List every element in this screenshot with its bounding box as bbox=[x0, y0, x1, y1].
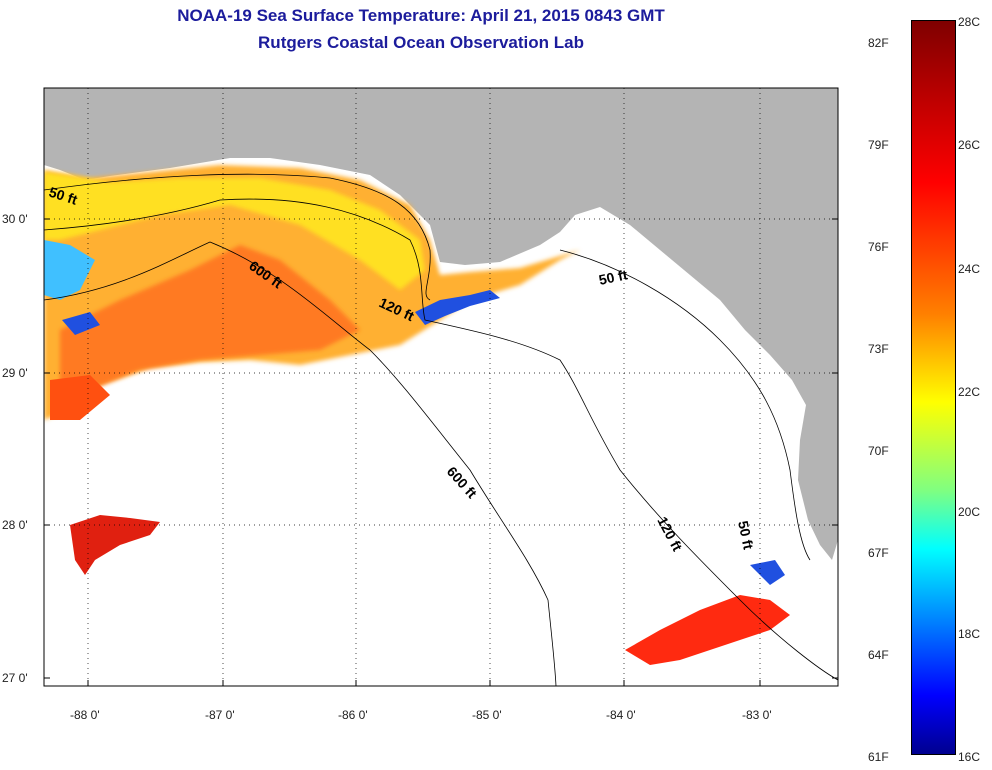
colorbar-c-label: 26C bbox=[958, 138, 981, 152]
colorbar-c-label: 22C bbox=[958, 385, 981, 399]
lon-tick-label: -86 0' bbox=[338, 708, 368, 722]
sst-hot-core bbox=[60, 245, 360, 405]
sst-patch-se bbox=[625, 595, 790, 665]
map-title: NOAA-19 Sea Surface Temperature: April 2… bbox=[177, 6, 665, 25]
colorbar-f-label: 61F bbox=[868, 750, 889, 764]
colorbar-f-label: 64F bbox=[868, 648, 889, 662]
lon-tick-label: -87 0' bbox=[205, 708, 235, 722]
land-mass bbox=[44, 88, 838, 560]
colorbar-c-label: 18C bbox=[958, 627, 981, 641]
depth-contours bbox=[44, 173, 838, 686]
lon-tick-label: -85 0' bbox=[472, 708, 502, 722]
lon-tick-label: -83 0' bbox=[742, 708, 772, 722]
lon-tick-label: -84 0' bbox=[606, 708, 636, 722]
colorbar-c-label: 28C bbox=[958, 15, 981, 29]
colorbar-c-label: 16C bbox=[958, 750, 981, 764]
colorbar-f-label: 73F bbox=[868, 342, 889, 356]
sst-yellow-shelf bbox=[44, 172, 425, 290]
temperature-colorbar bbox=[911, 20, 956, 755]
axis-ticks bbox=[44, 218, 838, 686]
contour-label-50ft-south: 50 ft bbox=[735, 519, 757, 551]
lat-tick-label: 30 0' bbox=[2, 212, 28, 226]
colorbar-f-label: 79F bbox=[868, 138, 889, 152]
sst-patch-sw bbox=[70, 515, 160, 575]
colorbar-f-label: 82F bbox=[868, 36, 889, 50]
colorbar-c-label: 24C bbox=[958, 262, 981, 276]
map-frame bbox=[43, 87, 839, 687]
colorbar-f-label: 67F bbox=[868, 546, 889, 560]
sst-cool-fringe bbox=[415, 290, 500, 325]
map-subtitle: Rutgers Coastal Ocean Observation Lab bbox=[258, 33, 584, 52]
lat-tick-label: 29 0' bbox=[2, 366, 28, 380]
lat-tick-label: 28 0' bbox=[2, 518, 28, 532]
lat-tick-label: 27 0' bbox=[2, 671, 28, 685]
colorbar-f-label: 76F bbox=[868, 240, 889, 254]
contour-label-50ft-east: 50 ft bbox=[597, 266, 629, 288]
lon-tick-label: -88 0' bbox=[70, 708, 100, 722]
colorbar-f-label: 70F bbox=[868, 444, 889, 458]
colorbar-c-label: 20C bbox=[958, 505, 981, 519]
